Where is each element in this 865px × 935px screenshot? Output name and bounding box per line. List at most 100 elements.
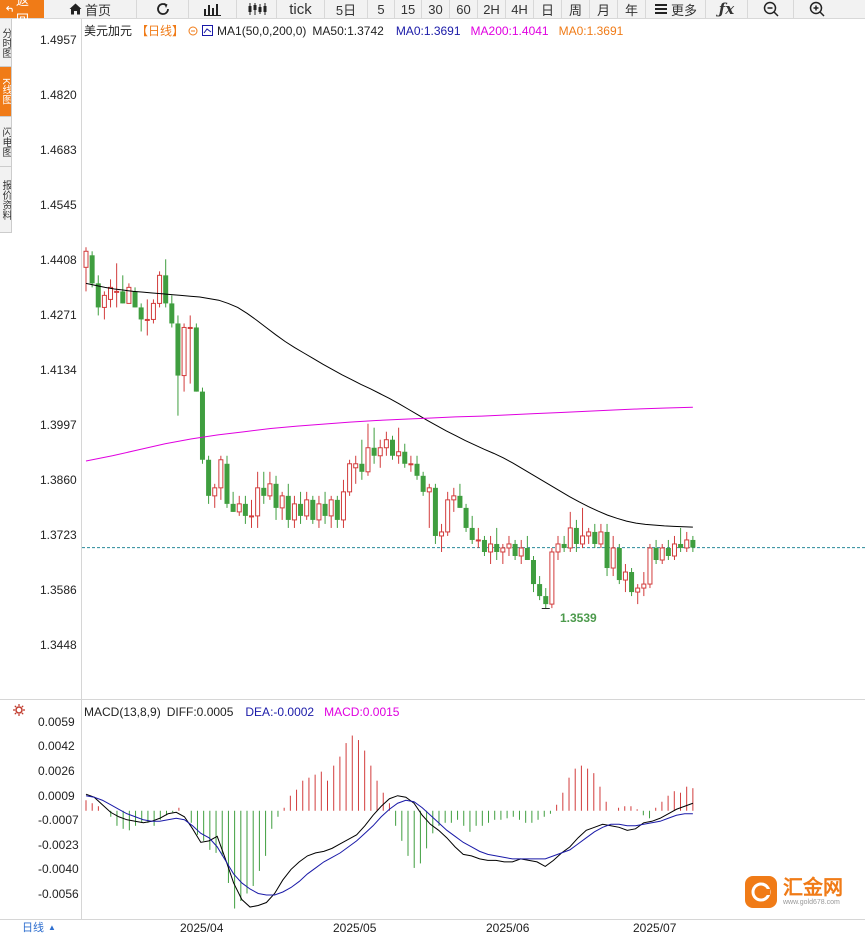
candle-body [586, 531, 592, 537]
candle-body [573, 527, 579, 544]
candle-body [580, 535, 586, 545]
candle-body [635, 587, 641, 593]
candle-body [402, 451, 408, 464]
macd-tick: -0.0023 [38, 838, 79, 852]
menu-icon [654, 4, 667, 14]
macd-tick: 0.0009 [38, 789, 75, 803]
indicator-toggle-icon[interactable] [202, 25, 214, 36]
candle-body [524, 547, 530, 561]
candle-body [340, 491, 346, 521]
period-year[interactable]: 年 [617, 0, 645, 18]
bottom-period-button[interactable]: 日线 ▲ [12, 921, 82, 934]
candle-body [126, 286, 132, 304]
period-label[interactable]: 【日线】 [136, 24, 185, 38]
macd-diff-line [85, 793, 694, 908]
candle-body [199, 391, 205, 460]
zoom-in-button[interactable] [793, 0, 839, 18]
tab-quote-info[interactable]: 报价资料 [0, 167, 11, 233]
candle-body [120, 291, 126, 304]
refresh-button[interactable] [136, 0, 188, 18]
candle-body [150, 302, 156, 320]
candle-body [230, 503, 236, 512]
price-tick: 1.4957 [40, 33, 77, 47]
collapse-icon[interactable] [188, 26, 198, 36]
home-icon [69, 3, 82, 15]
function-icon: ƒx [718, 0, 735, 18]
period-4h[interactable]: 4H [505, 0, 533, 18]
candle-body [445, 499, 451, 533]
bottom-date-bar [0, 919, 865, 934]
price-tick: 1.3448 [40, 638, 77, 652]
candlestick-button[interactable] [236, 0, 276, 18]
more-button[interactable]: 更多 [645, 0, 705, 18]
candle-body [567, 527, 573, 549]
candle-body [359, 463, 365, 472]
back-label: 返回 [15, 0, 29, 27]
candle-body [83, 250, 89, 268]
tab-lightning[interactable]: 闪电图 [0, 117, 11, 167]
tab-kline[interactable]: K线图 [0, 67, 11, 117]
period-month[interactable]: 月 [589, 0, 617, 18]
price-chart[interactable] [82, 19, 865, 699]
price-tick: 1.4271 [40, 308, 77, 322]
candle-body [236, 503, 242, 513]
macd-chart[interactable] [82, 700, 865, 919]
price-tick: 1.4820 [40, 88, 77, 102]
candle-body [298, 503, 304, 516]
candle-body [684, 539, 690, 549]
candle-body [500, 547, 506, 553]
period-week[interactable]: 周 [561, 0, 589, 18]
period-2h[interactable]: 2H [477, 0, 505, 18]
candle-body [420, 475, 426, 492]
back-arrow-icon [6, 5, 13, 12]
candle-body [659, 547, 665, 561]
ma0-value-a: MA0:1.3691 [395, 23, 461, 38]
zoom-out-button[interactable] [747, 0, 793, 18]
settings-gear-icon[interactable] [12, 703, 26, 717]
ma0-value-b: MA0:1.3691 [558, 23, 624, 38]
candle-body [616, 547, 622, 581]
logo-name: 汇金网 [783, 877, 843, 899]
macd-tick: -0.0056 [38, 887, 79, 901]
home-button[interactable]: 首页 [44, 0, 136, 18]
caret-up-icon: ▲ [48, 922, 56, 932]
watermark-logo: 汇金网 www.gold678.com [745, 876, 843, 908]
candle-body [377, 447, 383, 457]
candle-body [365, 447, 371, 473]
ma50-line [85, 282, 693, 528]
period-30[interactable]: 30 [421, 0, 449, 18]
top-toolbar: 返回 首页 tick 5日 5 15 30 60 2H 4H 日 周 月 年 更… [0, 0, 865, 27]
tab-timeshare[interactable]: 分时图 [0, 19, 11, 67]
candle-body [193, 327, 199, 392]
period-5d[interactable]: 5日 [324, 0, 367, 18]
chart-type-button[interactable] [188, 0, 236, 18]
candle-body [549, 551, 555, 605]
candle-body [671, 543, 677, 557]
period-5[interactable]: 5 [367, 0, 394, 18]
candle-body [163, 275, 169, 304]
candle-body [144, 318, 150, 321]
ma50-value: MA50:1.3742 [312, 23, 384, 38]
candle-body [512, 543, 518, 556]
candle-body [347, 463, 353, 493]
macd-value: MACD:0.0015 [324, 705, 400, 719]
candle-body [310, 499, 316, 520]
candle-body [537, 584, 543, 597]
formula-button[interactable]: ƒx [705, 0, 747, 18]
price-tick: 1.3586 [40, 583, 77, 597]
macd-tick: 0.0026 [38, 764, 75, 778]
candle-body [95, 283, 101, 308]
period-15[interactable]: 15 [394, 0, 421, 18]
candle-body [530, 560, 536, 585]
logo-icon [745, 876, 777, 908]
back-button[interactable]: 返回 [0, 0, 44, 27]
period-tick[interactable]: tick [276, 0, 324, 18]
period-30-label: 30 [428, 1, 443, 17]
period-60[interactable]: 60 [449, 0, 477, 18]
candle-body [518, 547, 524, 557]
candle-body [432, 487, 438, 536]
candle-body [114, 290, 120, 293]
candle-body [206, 459, 212, 496]
period-day[interactable]: 日 [533, 0, 561, 18]
candle-body [690, 539, 696, 548]
